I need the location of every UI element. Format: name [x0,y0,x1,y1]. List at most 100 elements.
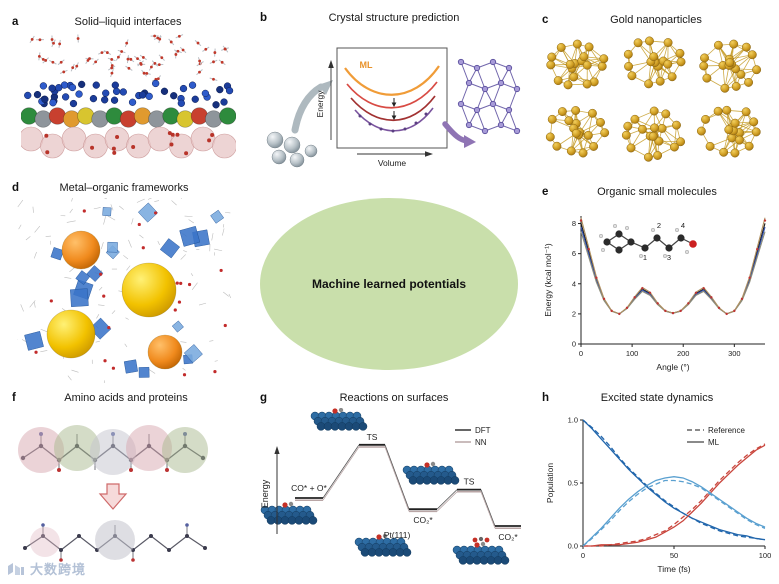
reference-energy-curve [354,107,434,132]
center-label: Machine learned potentials [311,277,467,291]
svg-text:0: 0 [579,349,583,358]
panel-excited-state-dynamics: h Excited state dynamics 0.0 0.5 1.0 0 50 100… [538,392,776,580]
mof-structure-illustration [16,198,231,383]
panel-crystal-structure-prediction: b Crystal structure prediction [256,12,532,180]
svg-text:200: 200 [677,349,690,358]
energy-volume-plot-frame [336,47,448,149]
panel-f-title: Amino acids and proteins [64,392,188,404]
svg-text:Pt(111): Pt(111) [384,530,411,540]
svg-text:Population: Population [545,463,555,503]
panel-gold-nanoparticles: c Gold nanoparticles [538,14,774,168]
svg-text:ML: ML [708,438,720,447]
panel-b-header: b Crystal structure prediction [256,12,532,28]
svg-text:Time (fs): Time (fs) [657,564,690,574]
panel-organic-small-molecules: e Organic small molecules 0 2 4 6 8 0 100 200 30… [538,186,776,382]
panel-d-title: Metal–organic frameworks [59,182,189,194]
amino-acids-proteins-illustration [18,425,208,562]
refined-energy-curve-2 [350,95,436,121]
environment-spheres [18,425,208,475]
panel-reactions-on-surfaces: g Reactions on surfaces Energy CO* + O* TS… [256,392,532,580]
svg-text:6: 6 [572,249,576,258]
arrow-spheres-to-plot-icon [291,80,333,134]
svg-text:100: 100 [759,551,772,560]
ml-energy-curve [344,65,440,96]
svg-text:Angle (°): Angle (°) [656,362,689,372]
predicted-crystal-structure [457,58,521,135]
svg-text:TS: TS [367,432,378,442]
refinement-arrowhead-1-icon [391,102,397,107]
svg-text:0: 0 [581,551,585,560]
panel-f-header: f Amino acids and proteins [8,392,244,408]
panel-d-index: d [12,182,20,194]
svg-text:NN: NN [475,438,487,447]
panel-h-index: h [542,392,550,404]
svg-text:DFT: DFT [475,426,491,435]
solid-liquid-interface-illustration [20,34,236,159]
panel-a-header: a Solid–liquid interfaces [8,16,248,32]
panel-a-index: a [12,16,19,28]
svg-text:CO₂*: CO₂* [498,532,518,542]
svg-text:1.0: 1.0 [568,416,578,425]
population-dynamics-chart: 0.0 0.5 1.0 0 50 100 Time (fs) Population Refere… [545,416,772,575]
machine-learned-potentials-ellipse: Machine learned potentials [260,198,518,370]
ml-curve-label: ML [360,60,373,70]
volume-axis-arrowhead-icon [425,151,433,157]
svg-text:0: 0 [572,340,576,349]
svg-text:4: 4 [681,221,685,230]
panel-e-title: Organic small molecules [597,186,717,198]
watermark: 大数跨境 [6,559,86,578]
panel-c-header: c Gold nanoparticles [538,14,774,30]
svg-text:8: 8 [572,219,576,228]
svg-text:TS: TS [464,477,475,487]
watermark-logo-icon [8,562,24,575]
svg-text:3: 3 [667,253,671,262]
svg-text:100: 100 [626,349,639,358]
svg-text:2: 2 [657,221,661,230]
svg-text:2: 2 [572,309,576,318]
svg-text:Energy: Energy [260,479,270,508]
svg-text:CO* + O*: CO* + O* [291,483,327,493]
open-arrow-down-icon [98,483,128,510]
watermark-text: 大数跨境 [30,562,87,577]
svg-text:4: 4 [572,279,576,288]
panel-a-title: Solid–liquid interfaces [74,16,182,28]
gold-nanoparticle-clusters-illustration [545,36,762,162]
panel-e-index: e [542,186,549,198]
panel-h-title: Excited state dynamics [600,392,714,404]
refinement-arrowhead-2-icon [391,115,397,120]
panel-e-header: e Organic small molecules [538,186,776,202]
panel-b-title: Crystal structure prediction [328,12,460,24]
secondary-sphere [30,527,60,557]
svg-text:1: 1 [643,253,647,262]
panel-g-title: Reactions on surfaces [339,392,449,404]
arrow-plot-to-crystal-icon [442,121,476,148]
svg-text:0.0: 0.0 [568,542,578,551]
svg-text:50: 50 [670,551,678,560]
svg-text:CO₂*: CO₂* [413,515,433,525]
panel-b-index: b [260,12,268,24]
panel-c-index: c [542,14,549,26]
panel-g-index: g [260,392,268,404]
torsion-energy-chart: 0 2 4 6 8 0 100 200 300 Angle (°) Energy (kcal mol… [543,216,767,372]
energy-axis-arrowhead-icon [328,60,334,68]
svg-text:Energy (kcal mol⁻¹): Energy (kcal mol⁻¹) [543,243,553,317]
panel-d-header: d Metal–organic frameworks [8,182,240,198]
crystal-structure-prediction-illustration: Energy Volume ML [266,47,521,168]
panel-h-header: h Excited state dynamics [538,392,776,408]
refined-energy-curve-1 [346,81,438,109]
panel-c-title: Gold nanoparticles [610,14,702,26]
panel-g-header: g Reactions on surfaces [256,392,532,408]
b-ylabel: Energy [315,90,325,118]
svg-text:300: 300 [728,349,741,358]
reference-curve-points [358,112,428,133]
svg-text:0.5: 0.5 [568,479,578,488]
reactant-atom-spheres [266,131,318,168]
svg-text:Reference: Reference [708,426,745,435]
panel-f-index: f [12,392,16,404]
panel-metal-organic-frameworks: d Metal–organic frameworks [8,182,240,383]
panel-amino-acids-proteins: f Amino acids and proteins [8,392,244,576]
highlighted-sphere [95,520,135,560]
panel-solid-liquid-interfaces: a Solid–liquid interfaces [8,16,248,160]
